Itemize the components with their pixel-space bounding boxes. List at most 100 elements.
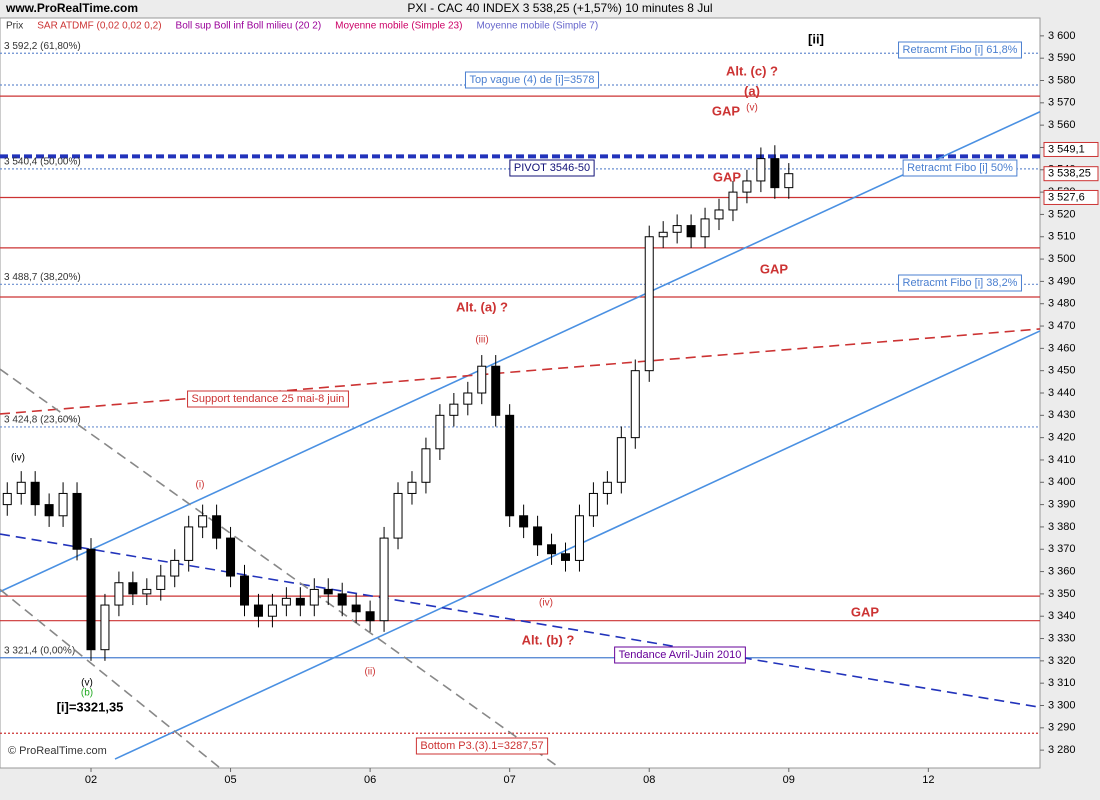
annotation: (iv) <box>539 598 553 609</box>
candle-body <box>519 515 529 528</box>
x-tick-label: 05 <box>224 774 236 786</box>
candle-body <box>728 191 738 211</box>
x-tick-label: 06 <box>364 774 376 786</box>
y-tick-label: 3 310 <box>1048 677 1076 689</box>
y-tick-label: 3 390 <box>1048 499 1076 511</box>
trendline <box>0 368 561 769</box>
candle-body <box>142 588 152 595</box>
candle-body <box>44 504 54 517</box>
y-tick-label: 3 330 <box>1048 632 1076 644</box>
y-tick-label: 3 380 <box>1048 521 1076 533</box>
chart-title: PXI - CAC 40 INDEX 3 538,25 (+1,57%) 10 … <box>407 1 712 15</box>
legend-entry: Moyenne mobile (Simple 23) <box>335 21 462 32</box>
annotation: [i]=3321,35 <box>57 699 124 714</box>
site: www.ProRealTime.com <box>5 1 138 15</box>
candle-body <box>253 604 263 617</box>
candle-body <box>393 492 403 539</box>
candle-body <box>128 582 138 595</box>
candle-body <box>226 537 236 577</box>
candle-body <box>2 492 12 506</box>
y-tick-label: 3 410 <box>1048 454 1076 466</box>
annotation: GAP <box>712 103 741 118</box>
y-tick-label: 3 510 <box>1048 231 1076 243</box>
annotation: (iv) <box>11 453 25 464</box>
candle-body <box>407 481 417 494</box>
candle-body <box>658 231 668 238</box>
annotation: Retracmt Fibo [i] 50% <box>907 162 1013 174</box>
y-tick-label: 3 450 <box>1048 365 1076 377</box>
annotation: Bottom P3.(3).1=3287,57 <box>420 740 543 752</box>
x-tick-label: 09 <box>783 774 795 786</box>
y-tick-label: 3 400 <box>1048 476 1076 488</box>
annotation: Alt. (b) ? <box>522 632 575 647</box>
candle-body <box>463 392 473 405</box>
candle-body <box>30 481 40 506</box>
annotation: (iii) <box>475 335 488 346</box>
annotation: Alt. (a) ? <box>456 299 508 314</box>
annotation-box <box>898 274 1022 292</box>
annotation: Support tendance 25 mai-8 juin <box>192 393 345 405</box>
annotation-box <box>902 159 1018 177</box>
annotation-box <box>187 390 349 408</box>
price-box <box>1043 166 1099 182</box>
annotation-box <box>898 41 1022 59</box>
candle-body <box>240 575 250 606</box>
y-tick-label: 3 370 <box>1048 543 1076 555</box>
annotation: Tendance Avril-Juin 2010 <box>619 649 742 661</box>
candle-body <box>114 582 124 606</box>
y-tick-label: 3 320 <box>1048 655 1076 667</box>
annotation: (b) <box>81 688 93 699</box>
candle-body <box>351 604 361 613</box>
annotation: GAP <box>713 169 742 184</box>
candle-body <box>756 158 766 182</box>
candle-body <box>505 414 515 517</box>
candle-body <box>16 481 26 494</box>
y-tick-label: 3 570 <box>1048 97 1076 109</box>
legend-entry: Prix <box>6 21 23 32</box>
candle-body <box>491 365 501 416</box>
candle-body <box>533 526 543 546</box>
candle-body <box>309 588 319 606</box>
annotation: Alt. (c) ? <box>726 63 778 78</box>
annotation: Retracmt Fibo [i] 38,2% <box>903 277 1018 289</box>
level-label: 3 321,4 (0,00%) <box>4 645 75 656</box>
price-box <box>1043 141 1099 157</box>
price-box-label: 3 527,6 <box>1048 191 1085 203</box>
annotation-box <box>614 646 746 664</box>
x-tick-label: 12 <box>922 774 934 786</box>
candle-body <box>184 526 194 561</box>
candle-body <box>630 370 640 439</box>
candle-body <box>267 604 277 617</box>
candle-body <box>588 492 598 517</box>
candle-body <box>295 597 305 606</box>
annotation: [ii] <box>808 31 824 46</box>
annotation-box <box>464 71 600 89</box>
candle-body <box>281 597 291 606</box>
trendline <box>0 111 1041 593</box>
candle-body <box>379 537 389 622</box>
annotation: (v) <box>746 103 758 114</box>
x-tick-label: 02 <box>85 774 97 786</box>
y-tick-label: 3 290 <box>1048 722 1076 734</box>
price-box-label: 3 538,25 <box>1048 168 1091 180</box>
annotation: PIVOT 3546-50 <box>514 162 590 174</box>
legend-entry: Moyenne mobile (Simple 7) <box>476 21 598 32</box>
candle-body <box>435 414 445 450</box>
legend-entry: SAR ATDMF (0,02 0,02 0,2) <box>37 21 161 32</box>
footer: © ProRealTime.com <box>8 745 107 757</box>
price-box <box>1043 189 1099 205</box>
y-tick-label: 3 440 <box>1048 387 1076 399</box>
candle-body <box>547 544 557 555</box>
candle-body <box>700 218 710 238</box>
annotation: GAP <box>760 261 789 276</box>
annotation: GAP <box>851 604 880 619</box>
annotation: (ii) <box>364 667 375 678</box>
x-tick-label: 08 <box>643 774 655 786</box>
candle-body <box>170 559 180 577</box>
level-label: 3 424,8 (23,60%) <box>4 415 81 426</box>
annotation: Retracmt Fibo [i] 61,8% <box>903 44 1018 56</box>
annotation: (a) <box>744 83 760 98</box>
y-tick-label: 3 470 <box>1048 320 1076 332</box>
annotation-box <box>415 737 549 755</box>
y-tick-label: 3 580 <box>1048 74 1076 86</box>
